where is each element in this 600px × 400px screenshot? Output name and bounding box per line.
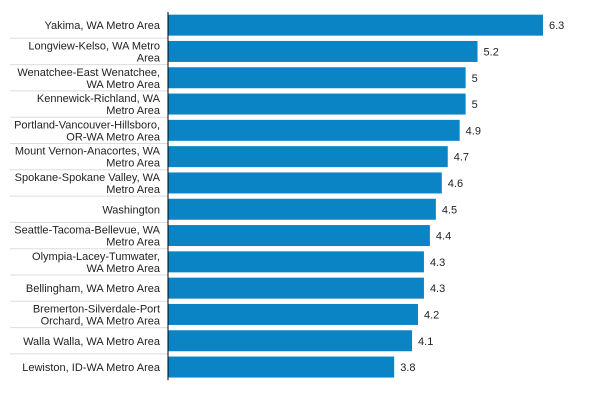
- category-label: Portland-Vancouver-Hillsboro, OR-WA Metro…: [14, 119, 161, 143]
- bar: [168, 93, 466, 115]
- category-label: Washington: [102, 204, 160, 216]
- category-label: Bremerton-Silverdale-Port Orchard, WA Met…: [33, 303, 161, 327]
- value-label: 6.3: [549, 20, 564, 32]
- category-label: Seattle-Tacoma-Bellevue, WA Metro Area: [14, 225, 161, 249]
- value-label: 4.7: [454, 152, 469, 164]
- bar: [168, 251, 424, 273]
- bar: [168, 146, 448, 168]
- bars-group: [168, 14, 543, 378]
- category-label: Yakima, WA Metro Area: [44, 20, 160, 32]
- bar: [168, 14, 543, 36]
- bar: [168, 330, 413, 352]
- bar: [168, 172, 442, 194]
- value-labels: 6.3 5.2 5 5 4.9 4.7 4.6 4.5 4.4 4.3 4.3 4.2 4.1 3.8: [400, 20, 564, 374]
- category-label: Longview-Kelso, WA Metro Area: [28, 40, 161, 64]
- category-separators: [10, 37, 168, 355]
- value-label: 4.6: [448, 178, 463, 190]
- bar: [168, 225, 430, 247]
- value-label: 4.5: [442, 204, 457, 216]
- value-label: 3.8: [400, 362, 415, 374]
- category-label: Wenatchee-East Wenatchee, WA Metro Area: [17, 67, 161, 91]
- value-label: 5.2: [484, 46, 499, 58]
- bar: [168, 119, 460, 141]
- value-label: 4.4: [436, 231, 451, 243]
- category-label: Olympia-Lacey-Tumwater, WA Metro Area: [32, 251, 161, 275]
- value-label: 5: [472, 73, 478, 85]
- bar: [168, 277, 424, 299]
- category-label: Mount Vernon-Anacortes, WA Metro Area: [15, 146, 161, 170]
- value-label: 4.2: [424, 309, 439, 321]
- bar: [168, 67, 466, 89]
- bar: [168, 303, 418, 325]
- category-labels: Yakima, WA Metro Area Longview-Kelso, WA …: [14, 20, 161, 374]
- value-label: 4.3: [430, 257, 445, 269]
- category-label: Bellingham, WA Metro Area: [26, 283, 161, 295]
- value-label: 5: [472, 99, 478, 111]
- bar: [168, 40, 478, 62]
- bar: [168, 198, 436, 220]
- value-label: 4.1: [418, 336, 433, 348]
- category-label: Kennewick-Richland, WA Metro Area: [37, 93, 161, 117]
- category-label: Spokane-Spokane Valley, WA Metro Area: [15, 172, 161, 196]
- value-label: 4.9: [466, 125, 481, 137]
- category-label: Walla Walla, WA Metro Area: [23, 336, 161, 348]
- category-label: Lewiston, ID-WA Metro Area: [22, 362, 161, 374]
- bar: [168, 356, 395, 378]
- value-label: 4.3: [430, 283, 445, 295]
